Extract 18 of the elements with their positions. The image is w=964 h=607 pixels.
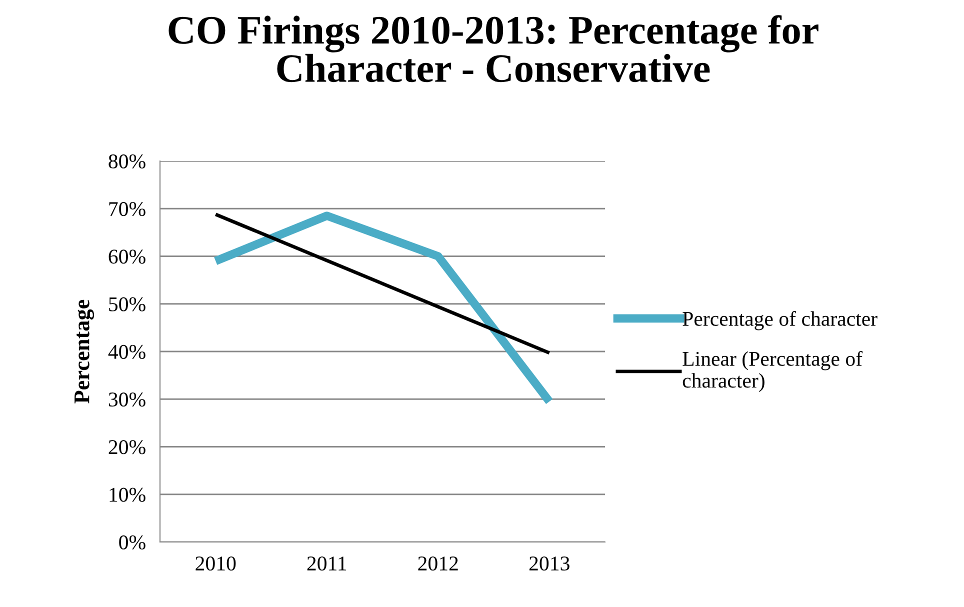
y-tick-label: 80% <box>108 154 146 168</box>
y-tick-label: 60% <box>108 250 146 264</box>
y-tick-label: 10% <box>110 488 146 502</box>
x-tick-label: 2011 <box>307 556 346 571</box>
line-series <box>214 212 552 355</box>
legend-label: Linear (Percentage of character) <box>682 351 863 392</box>
x-tick-label: 2013 <box>529 556 570 571</box>
legend-label: Percentage of character <box>682 311 878 330</box>
chart-title: CO Firings 2010-2013: Percentage for Character - Conservative <box>168 15 818 82</box>
y-tick-label: 70% <box>109 202 146 216</box>
y-axis-title: Percentage <box>74 300 94 404</box>
x-tick-label: 2012 <box>418 556 458 571</box>
y-tick-label: 0% <box>119 535 146 550</box>
x-tick-label: 2010 <box>196 556 236 571</box>
y-tick-label: 20% <box>108 440 146 454</box>
y-tick-label: 40% <box>108 344 146 359</box>
y-tick-label: 30% <box>108 392 146 407</box>
y-tick-label: 50% <box>109 297 146 312</box>
